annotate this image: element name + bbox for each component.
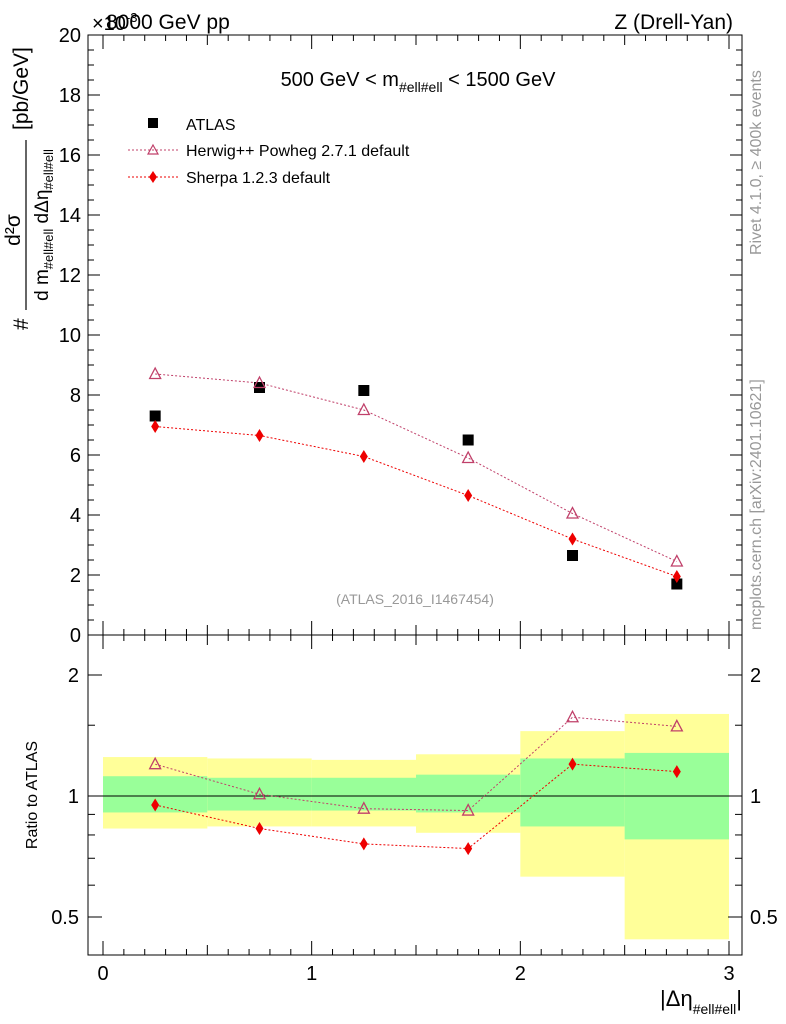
ratio-herwig-powheg-2-7-1-default-point [148, 756, 162, 770]
legend-sherpa-marker [149, 171, 157, 183]
main-y-tick-label: 16 [59, 145, 81, 167]
main-sherpa-1-2-3-default-point [359, 450, 368, 463]
ratio-sherpa-1-2-3-default-point [255, 822, 264, 836]
ratio-sherpa-1-2-3-default-point [151, 798, 160, 812]
main-y-tick-label: 10 [59, 325, 81, 347]
main-sherpa-1-2-3-default-point [151, 420, 160, 433]
x-axis-title: |Δη#ell#ell| [660, 986, 742, 1017]
main-y-tick-label: 12 [59, 265, 81, 287]
main-series-markers [148, 366, 684, 590]
main-herwig-powheg-2-7-1-default-point [252, 375, 267, 389]
main-herwig-powheg-2-7-1-default-point [357, 402, 371, 416]
ratio-sherpa-1-2-3-default-point [359, 837, 368, 851]
main-y-tick-label: 18 [59, 85, 81, 107]
main-herwig-powheg-2-7-1-default-point [148, 366, 162, 380]
ratio-y-tick-label-right: 0.5 [750, 907, 778, 929]
main-y-tick-label: 4 [70, 505, 81, 527]
ratio-sherpa-1-2-3-default-point [672, 765, 681, 779]
rivet-version-label: Rivet 4.1.0, ≥ 400k events [748, 70, 765, 255]
main-panel: 0 2 4 6 8 10 12 14 16 18 20 500 GeV < m#ell#ell < … [2, 25, 743, 647]
ratio-panel: 0.5 0.5 1 1 2 2 0 1 2 3 Ratio to ATLAS |Δη#ell#e… [24, 634, 778, 1017]
ratio-herwig-powheg-2-7-1-default-point [461, 803, 475, 816]
analysis-watermark: (ATLAS_2016_I1467454) [336, 591, 494, 607]
main-sherpa-1-2-3-default-point [672, 570, 681, 583]
ratio-y-tick-label-right: 2 [750, 665, 761, 687]
ratio-sherpa-1-2-3-default-point [568, 757, 577, 771]
y-title-denominator: d m#ell#ell dΔη#ell#ell [32, 149, 56, 301]
process-label: Z (Drell-Yan) [614, 11, 733, 34]
ratio-y-axis-title: Ratio to ATLAS [24, 741, 41, 849]
mcplots-label: mcplots.cern.ch [arXiv:2401.10621] [748, 379, 765, 630]
legend-sherpa-label: Sherpa 1.2.3 default [186, 170, 331, 187]
ratio-y-tick-label-right: 1 [750, 786, 761, 808]
main-atlas-point [462, 434, 474, 446]
ratio-stat-uncertainty-band [416, 774, 521, 813]
y-title-hash: # [10, 318, 33, 330]
ratio-x-axis: 0 1 2 3 [97, 635, 735, 985]
ratio-frame [87, 634, 743, 956]
main-y-tick-label: 2 [70, 565, 81, 587]
main-atlas-point [671, 578, 683, 590]
legend: ATLAS Herwig++ Powheg 2.7.1 default Sher… [128, 117, 410, 187]
ratio-herwig-powheg-2-7-1-default-point [670, 718, 684, 732]
ratio-y-axis: 0.5 0.5 1 1 2 2 [51, 665, 778, 929]
y-title-numerator: d²σ [2, 214, 25, 246]
main-atlas-point [567, 550, 578, 561]
main-herwig-powheg-2-7-1-default-point [461, 450, 475, 464]
main-herwig-powheg-2-7-1-default-line [155, 373, 678, 562]
ratio-uncertainty-bands [103, 713, 729, 940]
main-sherpa-1-2-3-default-point [464, 489, 473, 502]
main-sherpa-1-2-3-default-point [255, 429, 264, 442]
main-atlas-point [358, 385, 370, 396]
main-sherpa-1-2-3-default-line [155, 426, 678, 577]
main-herwig-powheg-2-7-1-default-point [565, 506, 580, 519]
main-y-axis: 0 2 4 6 8 10 12 14 16 18 20 [59, 25, 742, 647]
ratio-x-tick-label: 0 [97, 963, 108, 985]
ratio-y-tick-label: 2 [68, 665, 79, 687]
main-y-tick-label: 20 [59, 25, 81, 47]
main-y-tick-label: 0 [70, 625, 81, 647]
ratio-herwig-powheg-2-7-1-default-point [252, 786, 267, 800]
main-y-tick-label: 14 [59, 205, 81, 227]
ratio-y-tick-label: 1 [68, 786, 79, 808]
main-atlas-point [149, 410, 161, 422]
main-y-axis-title: # d²σ d m#ell#ell dΔη#ell#ell [pb/GeV] [2, 47, 56, 330]
ratio-x-tick-label: 1 [306, 963, 317, 985]
exponent-label: ×10-3 [92, 10, 138, 35]
ratio-series-markers [148, 709, 684, 856]
main-y-tick-label: 8 [70, 385, 81, 407]
y-title-units: [pb/GeV] [10, 47, 33, 130]
ratio-stat-uncertainty-band [311, 777, 416, 811]
legend-atlas-marker [148, 118, 158, 128]
beam-energy-label: 8000 GeV pp [106, 11, 230, 34]
ratio-series-lines [155, 716, 677, 850]
main-herwig-powheg-2-7-1-default-point [670, 554, 684, 567]
ratio-x-tick-label: 3 [723, 963, 734, 985]
legend-herwig-label: Herwig++ Powheg 2.7.1 default [186, 143, 410, 160]
main-series-lines [155, 373, 678, 577]
ratio-herwig-powheg-2-7-1-default-point [357, 801, 371, 814]
ratio-x-tick-label: 2 [515, 963, 526, 985]
main-title: 500 GeV < m#ell#ell < 1500 GeV [281, 69, 557, 95]
ratio-y-tick-label: 0.5 [51, 907, 79, 929]
ratio-herwig-powheg-2-7-1-default-point [565, 709, 580, 723]
main-y-tick-label: 6 [70, 445, 81, 467]
main-x-ticks [102, 35, 730, 635]
legend-atlas-label: ATLAS [186, 117, 236, 134]
ratio-sherpa-1-2-3-default-point [464, 842, 473, 856]
legend-herwig-marker [146, 143, 160, 155]
ratio-sherpa-1-2-3-default-line [155, 763, 677, 850]
main-sherpa-1-2-3-default-point [568, 532, 577, 546]
